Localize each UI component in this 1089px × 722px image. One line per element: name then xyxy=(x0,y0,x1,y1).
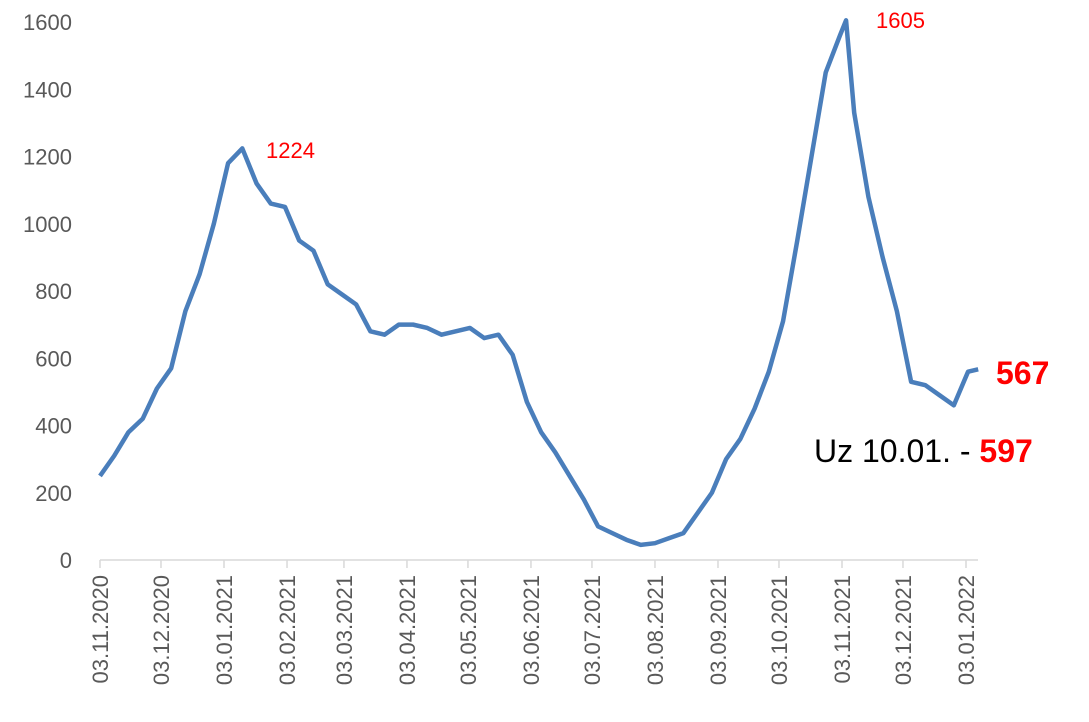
y-tick-label: 1000 xyxy=(23,212,72,237)
y-tick-label: 800 xyxy=(35,279,72,304)
x-tick-label: 03.11.2021 xyxy=(830,575,855,683)
x-tick-label: 03.02.2021 xyxy=(275,575,300,685)
y-tick-label: 1200 xyxy=(23,145,72,170)
x-tick-label: 03.03.2021 xyxy=(332,575,357,685)
line xyxy=(98,18,979,548)
x-tick-label: 03.01.2022 xyxy=(954,575,979,685)
y-tick-label: 600 xyxy=(35,346,72,371)
x-tick-label: 03.06.2021 xyxy=(519,575,544,685)
x-tick-label: 03.10.2021 xyxy=(767,575,792,685)
x-tick-label: 03.12.2020 xyxy=(149,575,174,685)
y-tick-label: 0 xyxy=(60,548,72,573)
x-tick-label: 03.04.2021 xyxy=(395,575,420,685)
note-prefix: Uz 10.01. - xyxy=(814,433,971,469)
note: Uz 10.01. - 597 xyxy=(814,433,1033,469)
x-tick-label: 03.01.2021 xyxy=(212,575,237,685)
y-tick-label: 200 xyxy=(35,481,72,506)
y-tick-label: 1400 xyxy=(23,77,72,102)
x-tick-label: 03.12.2021 xyxy=(891,575,916,685)
x-tick-label: 03.11.2020 xyxy=(88,575,113,683)
peak-label: 1224 xyxy=(266,138,315,163)
x-tick-label: 03.05.2021 xyxy=(456,575,481,685)
peak-label: 1605 xyxy=(876,8,925,33)
y-tick-label: 1600 xyxy=(23,10,72,35)
y-tick-label: 400 xyxy=(35,414,72,439)
last-value-label: 567 xyxy=(996,355,1049,391)
x-tick-label: 03.07.2021 xyxy=(580,575,605,685)
x-tick-label: 03.08.2021 xyxy=(643,575,668,685)
note-value: 597 xyxy=(979,433,1032,469)
x-tick-label: 03.09.2021 xyxy=(706,575,731,685)
